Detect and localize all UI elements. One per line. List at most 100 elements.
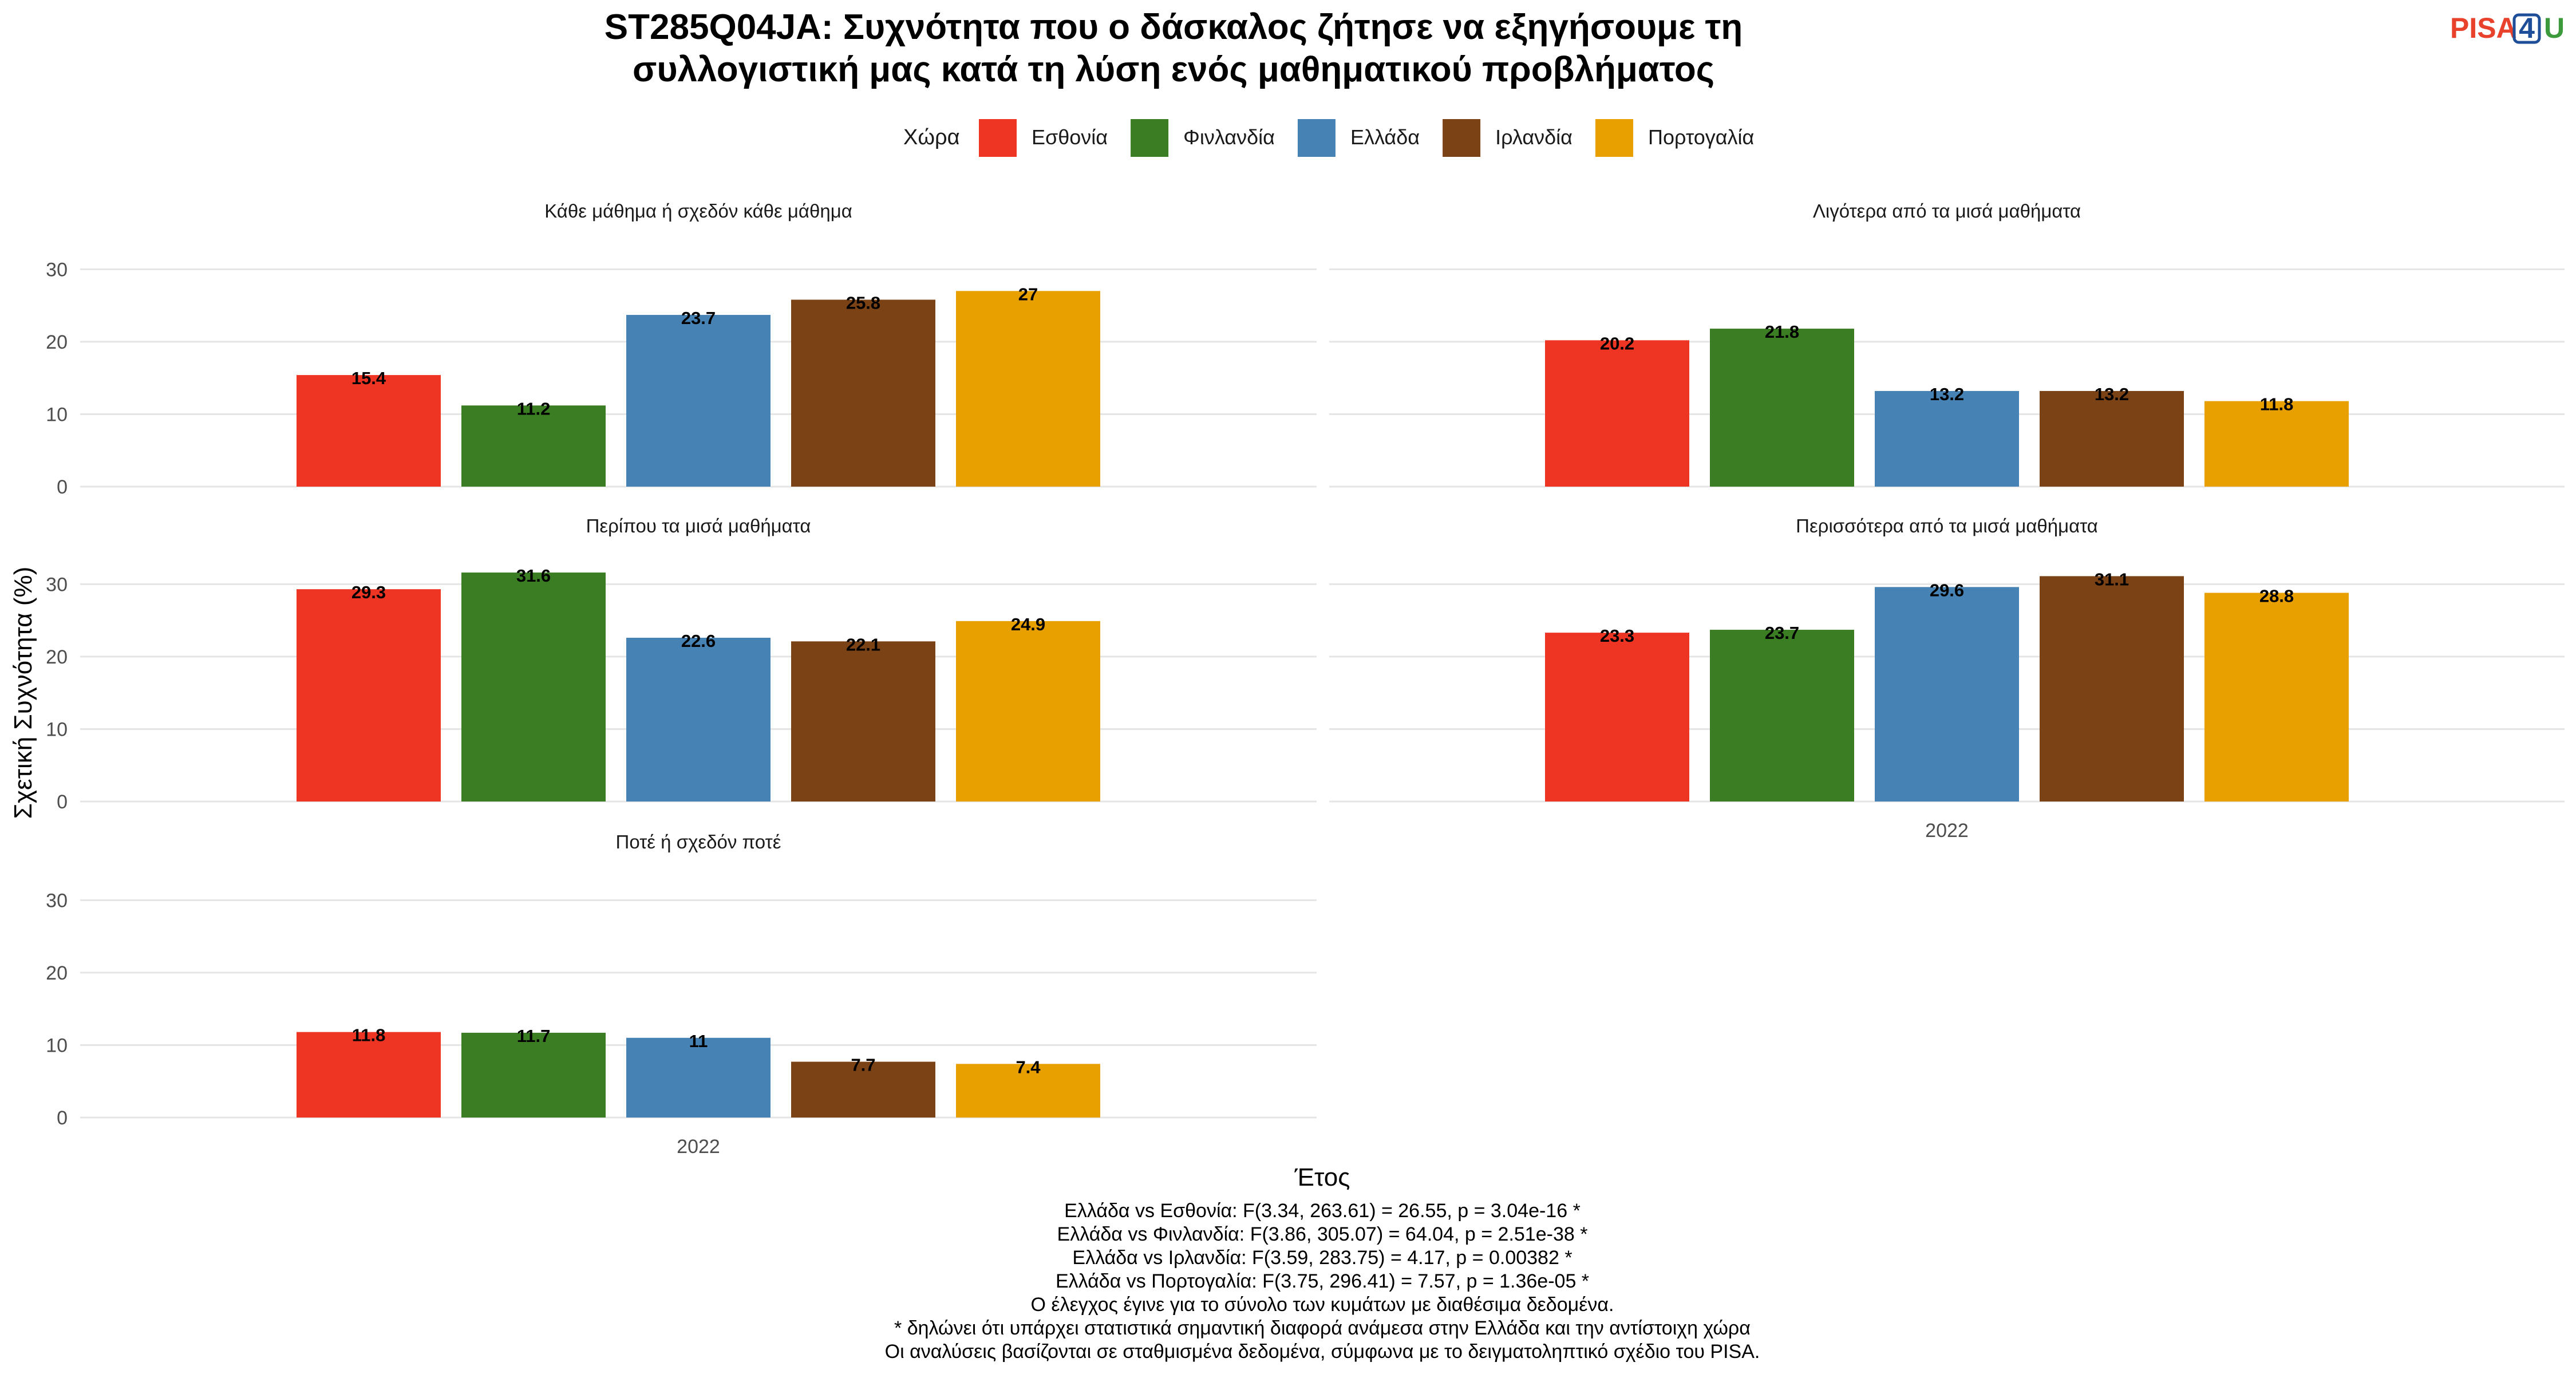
legend-swatch bbox=[1131, 119, 1169, 157]
bar bbox=[791, 1061, 935, 1118]
footnote-3: Ελλάδα vs Ιρλανδία: F(3.59, 283.75) = 4.… bbox=[1072, 1247, 1572, 1269]
logo-text-4: 4 bbox=[2519, 12, 2535, 44]
bar bbox=[461, 405, 606, 487]
bar-value-label: 28.8 bbox=[2259, 586, 2294, 606]
bar bbox=[1710, 329, 1854, 487]
bar-value-label: 25.8 bbox=[846, 293, 880, 313]
footnote-5: Ο έλεγχος έγινε για το σύνολο των κυμάτω… bbox=[1031, 1294, 1614, 1316]
legend-item: Εσθονία bbox=[979, 119, 1108, 157]
bar-value-label: 31.6 bbox=[516, 566, 551, 586]
bar bbox=[1545, 633, 1689, 802]
bar-value-label: 23.7 bbox=[1765, 623, 1799, 643]
bar bbox=[956, 1064, 1100, 1118]
y-tick-label: 10 bbox=[46, 1035, 68, 1056]
facet-panels: Κάθε μάθημα ή σχεδόν κάθε μάθημα 0 10 20 30 1… bbox=[46, 200, 2565, 1158]
facet-panel: Κάθε μάθημα ή σχεδόν κάθε μάθημα 0 10 20 30 1… bbox=[46, 200, 1317, 498]
facet-panel: Ποτέ ή σχεδόν ποτέ 0 10 20 30 11.8 11.7 11 7.7 7.… bbox=[46, 831, 1317, 1158]
footnote-2: Ελλάδα vs Φινλανδία: F(3.86, 305.07) = 6… bbox=[1057, 1223, 1588, 1245]
bar bbox=[461, 1032, 606, 1118]
legend-label: Ιρλανδία bbox=[1495, 125, 1573, 149]
footnote-6: * δηλώνει ότι υπάρχει στατιστικά σημαντι… bbox=[894, 1317, 1751, 1339]
footnote-4: Ελλάδα vs Πορτογαλία: F(3.75, 296.41) = … bbox=[1056, 1270, 1589, 1292]
legend-label: Πορτογαλία bbox=[1648, 125, 1754, 149]
legend-swatch bbox=[1595, 119, 1633, 157]
y-tick-label: 20 bbox=[46, 331, 68, 353]
bar-value-label: 24.9 bbox=[1011, 614, 1045, 634]
bar-value-label: 21.8 bbox=[1765, 322, 1799, 342]
bar-value-label: 11 bbox=[689, 1031, 708, 1051]
bar bbox=[1545, 340, 1689, 487]
bar-value-label: 13.2 bbox=[1930, 384, 1964, 404]
bar bbox=[791, 299, 935, 487]
bar bbox=[297, 375, 441, 487]
bar bbox=[626, 315, 771, 487]
y-tick-label: 20 bbox=[46, 962, 68, 984]
bar-value-label: 11.7 bbox=[517, 1026, 551, 1046]
bar bbox=[2204, 401, 2349, 487]
bar bbox=[297, 589, 441, 802]
footnote-7: Οι αναλύσεις βασίζονται σε σταθμισμένα δ… bbox=[885, 1341, 1760, 1363]
legend: Χώρα Εσθονία Φινλανδία Ελλάδα Ιρλανδία Πορτο… bbox=[903, 119, 1754, 157]
bar-value-label: 11.8 bbox=[352, 1025, 386, 1045]
legend-item: Πορτογαλία bbox=[1595, 119, 1754, 157]
facet-panel: Περισσότερα από τα μισά μαθήματα 23.3 23.7… bbox=[1329, 515, 2565, 842]
y-tick-label: 10 bbox=[46, 718, 68, 740]
bar bbox=[626, 1037, 771, 1118]
y-tick-label: 30 bbox=[46, 890, 68, 911]
bar-value-label: 20.2 bbox=[1600, 333, 1634, 353]
y-tick-label: 10 bbox=[46, 404, 68, 425]
y-tick-label: 30 bbox=[46, 574, 68, 595]
bar-value-label: 7.4 bbox=[1016, 1057, 1041, 1077]
y-tick-label: 0 bbox=[57, 1107, 68, 1129]
legend-label: Ελλάδα bbox=[1350, 125, 1420, 149]
x-tick-label: 2022 bbox=[677, 1136, 720, 1158]
logo-text-pisa: PISA bbox=[2450, 12, 2517, 44]
bar-value-label: 13.2 bbox=[2095, 384, 2129, 404]
logo-box bbox=[2512, 13, 2541, 44]
legend-swatch bbox=[979, 119, 1017, 157]
chart-title-line-1: ST285Q04JA: Συχνότητα που ο δάσκαλος ζήτ… bbox=[605, 7, 1743, 47]
bar-value-label: 11.2 bbox=[517, 398, 551, 418]
facet-label: Περίπου τα μισά μαθήματα bbox=[586, 515, 811, 536]
chart-title-line-2: συλλογιστική μας κατά τη λύση ενός μαθημ… bbox=[633, 50, 1714, 89]
footnote-1: Ελλάδα vs Εσθονία: F(3.34, 263.61) = 26.… bbox=[1064, 1200, 1581, 1222]
x-axis-title: Έτος bbox=[1294, 1163, 1350, 1191]
facet-label: Περισσότερα από τα μισά μαθήματα bbox=[1796, 515, 2098, 536]
bar-value-label: 31.1 bbox=[2095, 569, 2129, 589]
bar bbox=[461, 572, 606, 802]
legend-item: Ελλάδα bbox=[1297, 119, 1420, 157]
x-tick-label: 2022 bbox=[1925, 820, 1969, 842]
bar-value-label: 23.3 bbox=[1600, 626, 1634, 646]
bar bbox=[1875, 390, 2019, 487]
bar-value-label: 23.7 bbox=[681, 308, 716, 328]
legend-title: Χώρα bbox=[903, 125, 960, 149]
y-axis-title: Σχετική Συχνότητα (%) bbox=[9, 567, 37, 819]
pisa4u-logo: PISA 4 U bbox=[2450, 12, 2565, 44]
bar bbox=[2204, 593, 2349, 802]
bar-value-label: 11.8 bbox=[2260, 394, 2294, 414]
footnotes: Ελλάδα vs Εσθονία: F(3.34, 263.61) = 26.… bbox=[885, 1200, 1760, 1363]
bar-value-label: 15.4 bbox=[351, 368, 386, 388]
bar bbox=[626, 637, 771, 802]
bar-value-label: 7.7 bbox=[851, 1055, 875, 1075]
facet-label: Κάθε μάθημα ή σχεδόν κάθε μάθημα bbox=[544, 200, 852, 222]
bar bbox=[956, 621, 1100, 802]
y-tick-label: 0 bbox=[57, 476, 68, 498]
bar bbox=[1875, 587, 2019, 802]
bar-value-label: 27 bbox=[1018, 284, 1038, 304]
facet-label: Λιγότερα από τα μισά μαθήματα bbox=[1813, 200, 2081, 222]
facet-label: Ποτέ ή σχεδόν ποτέ bbox=[616, 831, 781, 852]
bar bbox=[1710, 630, 1854, 802]
y-tick-label: 20 bbox=[46, 646, 68, 668]
bar bbox=[956, 291, 1100, 487]
bar-value-label: 22.6 bbox=[681, 631, 716, 651]
bar-value-label: 29.3 bbox=[351, 582, 386, 602]
bar-value-label: 22.1 bbox=[846, 634, 880, 654]
logo-text-u: U bbox=[2544, 12, 2565, 44]
legend-label: Φινλανδία bbox=[1183, 125, 1275, 149]
legend-swatch bbox=[1443, 119, 1481, 157]
facet-panel: Λιγότερα από τα μισά μαθήματα 20.2 21.8 13.… bbox=[1329, 200, 2565, 488]
facet-panel: Περίπου τα μισά μαθήματα 0 10 20 30 29.3 31.6 2… bbox=[46, 515, 1317, 813]
bar-value-label: 29.6 bbox=[1930, 580, 1964, 600]
